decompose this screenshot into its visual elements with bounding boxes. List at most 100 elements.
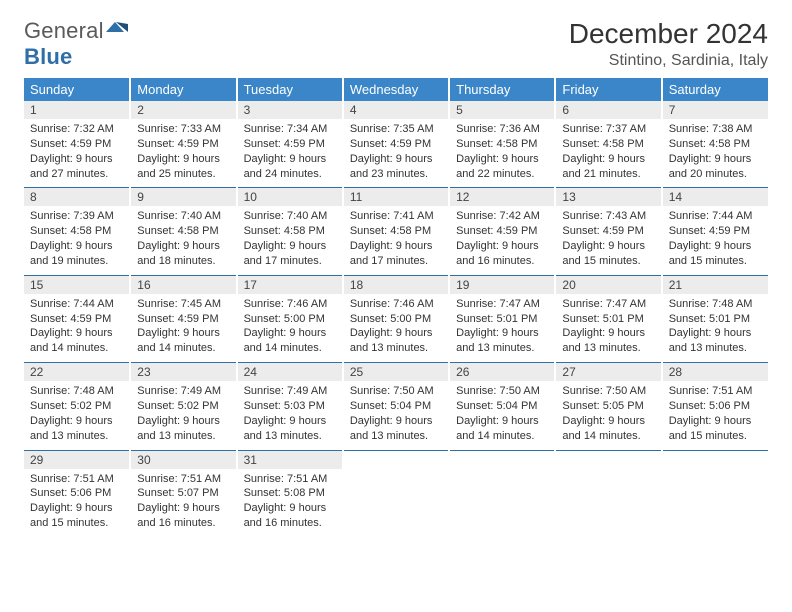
calendar-day-cell: 9Sunrise: 7:40 AMSunset: 4:58 PMDaylight… xyxy=(130,188,236,275)
calendar-day-cell: .. xyxy=(662,450,768,537)
calendar-day-cell: 21Sunrise: 7:48 AMSunset: 5:01 PMDayligh… xyxy=(662,275,768,362)
daylight-line: Daylight: 9 hours and 15 minutes. xyxy=(669,414,762,444)
daylight-line: Daylight: 9 hours and 13 minutes. xyxy=(562,326,654,356)
daylight-line: Daylight: 9 hours and 13 minutes. xyxy=(137,414,229,444)
sunset-line: Sunset: 4:59 PM xyxy=(137,137,229,152)
day-number: 19 xyxy=(450,276,554,294)
day-data: Sunrise: 7:48 AMSunset: 5:02 PMDaylight:… xyxy=(24,381,129,449)
sunrise-line: Sunrise: 7:43 AM xyxy=(562,209,654,224)
calendar-day-cell: .. xyxy=(555,450,661,537)
calendar-day-cell: 23Sunrise: 7:49 AMSunset: 5:02 PMDayligh… xyxy=(130,363,236,450)
sunset-line: Sunset: 4:59 PM xyxy=(30,137,123,152)
calendar-day-cell: 13Sunrise: 7:43 AMSunset: 4:59 PMDayligh… xyxy=(555,188,661,275)
day-data: Sunrise: 7:46 AMSunset: 5:00 PMDaylight:… xyxy=(238,294,342,362)
day-data: Sunrise: 7:47 AMSunset: 5:01 PMDaylight:… xyxy=(450,294,554,362)
day-data: Sunrise: 7:50 AMSunset: 5:04 PMDaylight:… xyxy=(450,381,554,449)
sunset-line: Sunset: 5:07 PM xyxy=(137,486,229,501)
weekday-header: Friday xyxy=(555,78,661,101)
daylight-line: Daylight: 9 hours and 21 minutes. xyxy=(562,152,654,182)
day-number: 16 xyxy=(131,276,235,294)
calendar-day-cell: 2Sunrise: 7:33 AMSunset: 4:59 PMDaylight… xyxy=(130,101,236,188)
day-number: 21 xyxy=(663,276,768,294)
day-number: 6 xyxy=(556,101,660,119)
sunset-line: Sunset: 5:00 PM xyxy=(350,312,442,327)
sunset-line: Sunset: 4:59 PM xyxy=(244,137,336,152)
day-data: Sunrise: 7:44 AMSunset: 4:59 PMDaylight:… xyxy=(663,206,768,274)
day-data: Sunrise: 7:51 AMSunset: 5:06 PMDaylight:… xyxy=(24,469,129,537)
sunrise-line: Sunrise: 7:50 AM xyxy=(456,384,548,399)
day-number: 15 xyxy=(24,276,129,294)
calendar-day-cell: 5Sunrise: 7:36 AMSunset: 4:58 PMDaylight… xyxy=(449,101,555,188)
calendar-week-row: 1Sunrise: 7:32 AMSunset: 4:59 PMDaylight… xyxy=(24,101,768,188)
day-number: 20 xyxy=(556,276,660,294)
calendar-day-cell: 20Sunrise: 7:47 AMSunset: 5:01 PMDayligh… xyxy=(555,275,661,362)
sunrise-line: Sunrise: 7:46 AM xyxy=(350,297,442,312)
sunrise-line: Sunrise: 7:49 AM xyxy=(137,384,229,399)
weekday-header: Sunday xyxy=(24,78,130,101)
sunrise-line: Sunrise: 7:45 AM xyxy=(137,297,229,312)
daylight-line: Daylight: 9 hours and 13 minutes. xyxy=(244,414,336,444)
day-number: 31 xyxy=(238,451,342,469)
day-data: Sunrise: 7:50 AMSunset: 5:05 PMDaylight:… xyxy=(556,381,660,449)
calendar-week-row: 8Sunrise: 7:39 AMSunset: 4:58 PMDaylight… xyxy=(24,188,768,275)
day-data: Sunrise: 7:47 AMSunset: 5:01 PMDaylight:… xyxy=(556,294,660,362)
day-number: 3 xyxy=(238,101,342,119)
day-data: Sunrise: 7:43 AMSunset: 4:59 PMDaylight:… xyxy=(556,206,660,274)
sunset-line: Sunset: 5:06 PM xyxy=(30,486,123,501)
day-data: Sunrise: 7:46 AMSunset: 5:00 PMDaylight:… xyxy=(344,294,448,362)
day-number: 10 xyxy=(238,188,342,206)
daylight-line: Daylight: 9 hours and 14 minutes. xyxy=(137,326,229,356)
daylight-line: Daylight: 9 hours and 14 minutes. xyxy=(456,414,548,444)
day-data: Sunrise: 7:35 AMSunset: 4:59 PMDaylight:… xyxy=(344,119,448,187)
sunset-line: Sunset: 4:58 PM xyxy=(350,224,442,239)
day-data: Sunrise: 7:41 AMSunset: 4:58 PMDaylight:… xyxy=(344,206,448,274)
sunrise-line: Sunrise: 7:51 AM xyxy=(669,384,762,399)
daylight-line: Daylight: 9 hours and 16 minutes. xyxy=(456,239,548,269)
sunset-line: Sunset: 4:59 PM xyxy=(137,312,229,327)
weekday-header: Monday xyxy=(130,78,236,101)
day-number: 18 xyxy=(344,276,448,294)
daylight-line: Daylight: 9 hours and 22 minutes. xyxy=(456,152,548,182)
sunrise-line: Sunrise: 7:37 AM xyxy=(562,122,654,137)
sunset-line: Sunset: 4:59 PM xyxy=(30,312,123,327)
day-data: Sunrise: 7:45 AMSunset: 4:59 PMDaylight:… xyxy=(131,294,235,362)
calendar-day-cell: .. xyxy=(343,450,449,537)
sunrise-line: Sunrise: 7:40 AM xyxy=(244,209,336,224)
calendar-day-cell: 8Sunrise: 7:39 AMSunset: 4:58 PMDaylight… xyxy=(24,188,130,275)
sunrise-line: Sunrise: 7:42 AM xyxy=(456,209,548,224)
logo-text-2: Blue xyxy=(24,44,72,69)
sunset-line: Sunset: 5:01 PM xyxy=(562,312,654,327)
calendar-day-cell: 14Sunrise: 7:44 AMSunset: 4:59 PMDayligh… xyxy=(662,188,768,275)
day-number: 27 xyxy=(556,363,660,381)
day-number: 26 xyxy=(450,363,554,381)
sunset-line: Sunset: 5:00 PM xyxy=(244,312,336,327)
sunrise-line: Sunrise: 7:44 AM xyxy=(669,209,762,224)
calendar-day-cell: 31Sunrise: 7:51 AMSunset: 5:08 PMDayligh… xyxy=(237,450,343,537)
sunset-line: Sunset: 4:59 PM xyxy=(669,224,762,239)
logo: General Blue xyxy=(24,18,128,70)
sunset-line: Sunset: 4:58 PM xyxy=(137,224,229,239)
day-number: 23 xyxy=(131,363,235,381)
daylight-line: Daylight: 9 hours and 15 minutes. xyxy=(562,239,654,269)
day-data: Sunrise: 7:44 AMSunset: 4:59 PMDaylight:… xyxy=(24,294,129,362)
sunset-line: Sunset: 5:02 PM xyxy=(30,399,123,414)
day-data: Sunrise: 7:40 AMSunset: 4:58 PMDaylight:… xyxy=(238,206,342,274)
calendar-week-row: 22Sunrise: 7:48 AMSunset: 5:02 PMDayligh… xyxy=(24,363,768,450)
daylight-line: Daylight: 9 hours and 23 minutes. xyxy=(350,152,442,182)
day-data: Sunrise: 7:51 AMSunset: 5:06 PMDaylight:… xyxy=(663,381,768,449)
daylight-line: Daylight: 9 hours and 14 minutes. xyxy=(562,414,654,444)
daylight-line: Daylight: 9 hours and 13 minutes. xyxy=(350,414,442,444)
logo-flag-icon xyxy=(106,14,128,39)
sunset-line: Sunset: 4:59 PM xyxy=(350,137,442,152)
day-number: 5 xyxy=(450,101,554,119)
title-block: December 2024 Stintino, Sardinia, Italy xyxy=(569,18,768,70)
sunrise-line: Sunrise: 7:39 AM xyxy=(30,209,123,224)
day-data: Sunrise: 7:49 AMSunset: 5:03 PMDaylight:… xyxy=(238,381,342,449)
sunset-line: Sunset: 4:58 PM xyxy=(562,137,654,152)
weekday-header: Wednesday xyxy=(343,78,449,101)
calendar-week-row: 15Sunrise: 7:44 AMSunset: 4:59 PMDayligh… xyxy=(24,275,768,362)
calendar-table: SundayMondayTuesdayWednesdayThursdayFrid… xyxy=(24,78,768,537)
sunrise-line: Sunrise: 7:40 AM xyxy=(137,209,229,224)
sunrise-line: Sunrise: 7:46 AM xyxy=(244,297,336,312)
sunrise-line: Sunrise: 7:44 AM xyxy=(30,297,123,312)
